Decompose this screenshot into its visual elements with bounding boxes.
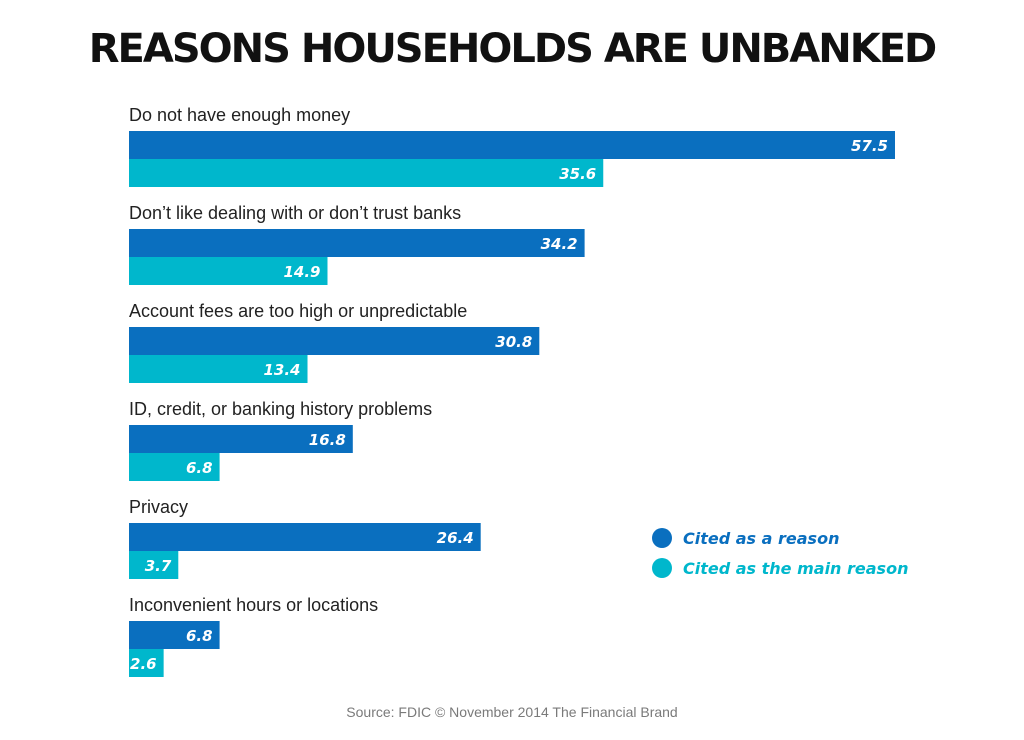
bar-cited-reason (129, 327, 540, 355)
category-label: Account fees are too high or unpredictab… (129, 301, 467, 321)
bar-cited-reason (129, 425, 353, 453)
legend-label: Cited as a reason (683, 529, 839, 548)
category-label: Privacy (129, 497, 188, 517)
bar-cited-reason (129, 523, 481, 551)
bar-main-reason (129, 355, 308, 383)
value-label: 57.5 (851, 137, 888, 155)
value-label: 16.8 (309, 431, 346, 449)
bar-main-reason (129, 159, 604, 187)
value-label: 6.8 (186, 459, 213, 477)
bar-main-reason (129, 649, 164, 677)
source-note: Source: FDIC © November 2014 The Financi… (346, 704, 678, 720)
value-label: 13.4 (263, 361, 300, 379)
value-label: 35.6 (559, 165, 596, 183)
legend-label: Cited as the main reason (683, 559, 908, 578)
value-label: 14.9 (283, 263, 320, 281)
legend-marker (652, 558, 672, 578)
value-label: 34.2 (541, 235, 578, 253)
category-label: Don’t like dealing with or don’t trust b… (129, 203, 461, 223)
value-label: 30.8 (495, 333, 532, 351)
bar-cited-reason (129, 621, 220, 649)
value-label: 6.8 (186, 627, 213, 645)
category-label: Inconvenient hours or locations (129, 595, 378, 615)
bar-main-reason (129, 453, 220, 481)
legend-marker (652, 528, 672, 548)
chart-title: REASONS HOUSEHOLDS ARE UNBANKED (88, 26, 938, 72)
bar-chart: Do not have enough money 57.5 35.6 Don’t li… (129, 105, 908, 677)
value-label: 3.7 (145, 557, 172, 575)
bar-main-reason (129, 257, 328, 285)
bar-cited-reason (129, 229, 585, 257)
category-label: ID, credit, or banking history problems (129, 399, 432, 419)
bar-cited-reason (129, 131, 895, 159)
bar-main-reason (129, 551, 179, 579)
category-label: Do not have enough money (129, 105, 350, 125)
value-label: 26.4 (437, 529, 474, 547)
value-label: 2.6 (130, 655, 157, 673)
